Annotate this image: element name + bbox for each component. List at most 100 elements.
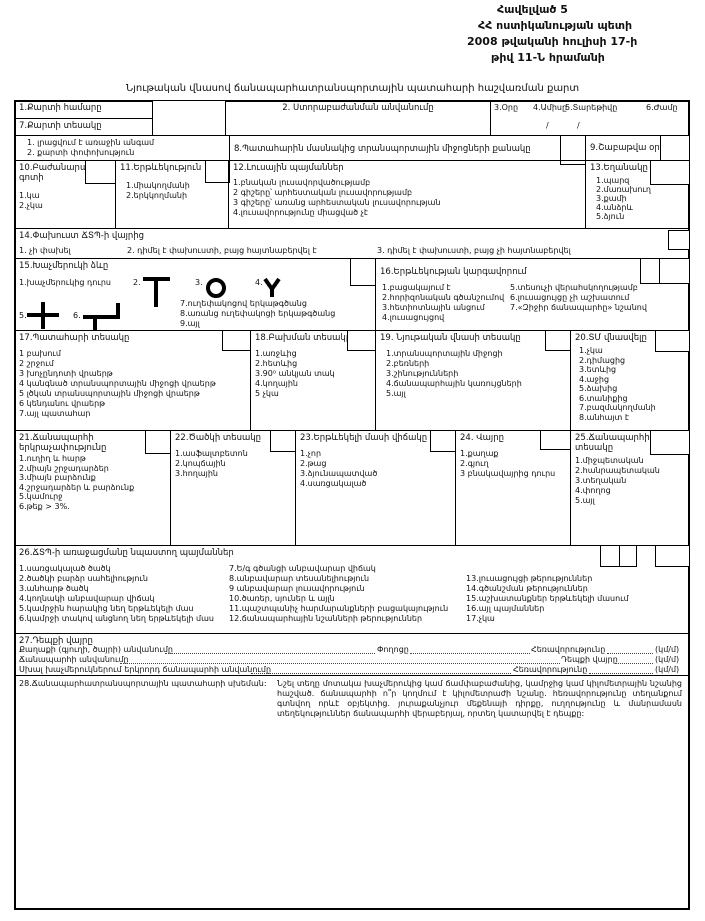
damage-type-input[interactable]	[545, 330, 571, 351]
option-item: 5.տեսուչի վերահսկողությամբ	[510, 283, 638, 292]
date-separator: /	[577, 121, 580, 130]
conditions-input-3[interactable]	[655, 545, 690, 567]
field-8-vehicle-count: 8.Պատահարին մասնակից տրանսպորտային միջոց…	[229, 135, 561, 161]
intersection-input[interactable]	[350, 258, 376, 286]
road-type-input[interactable]	[650, 430, 690, 455]
option-item: 7.այլ պատահար	[19, 409, 91, 418]
distance-input[interactable]	[607, 653, 653, 654]
option-item: 5.այլ	[386, 389, 406, 398]
city-input[interactable]	[165, 653, 375, 654]
field-19-damage-type: 19. Նյութական վնասի տեսակը 1.տրանսպորտայի…	[375, 330, 571, 431]
t-intersection-icon	[143, 277, 170, 307]
field-label: 9.Շաբաթվա օրը	[590, 143, 666, 153]
field-1-card-number: 1.Քարտի համարը	[14, 100, 153, 119]
weekday-input[interactable]	[660, 135, 690, 161]
option: 1. չի փախել	[19, 246, 71, 255]
escape-input[interactable]	[668, 230, 690, 250]
option-item: 1.առջևից	[255, 349, 297, 358]
street-input[interactable]	[410, 653, 530, 654]
option-item: 6.լուսացույցը չի աշխատում	[510, 293, 630, 302]
option-item: 2.կոպճային	[175, 459, 226, 468]
option-list: 1.ուղիղ և հարթ 2.միայն շրջադարձեր 3.միայն …	[19, 454, 166, 511]
option-item: 2.թաց	[300, 459, 327, 468]
option-item: 4.լուսավորությունը միացված չէ	[233, 208, 369, 217]
option-list: 1.տրանսպորտային միջոցի 2.բեռների 3.շինությ…	[380, 349, 566, 399]
option-list: 1.պարզ 2.մառախուղ 3.քամի 4.անձրև 5.ձյուն	[590, 176, 685, 221]
option-item: 11.պաշտպանիչ հարմարանքների բացակայությու…	[229, 604, 449, 613]
field-label: 10.Բաժանարար գոտի	[19, 163, 94, 183]
weather-input[interactable]	[650, 160, 690, 185]
intersection-shapes-icon	[27, 277, 281, 330]
surface-type-input[interactable]	[270, 430, 296, 452]
field-2-unit-name[interactable]: 2. Ստորաբաժանման անվանումը	[225, 100, 491, 136]
distance-label: Հեռավորությունը	[531, 645, 606, 654]
option-item: 4.աջից	[579, 374, 610, 384]
road-input[interactable]	[120, 663, 560, 664]
day-label: 3.Օրը	[494, 103, 519, 112]
field-28-accident-scheme[interactable]: 28.Ճանապարհատրանսպորտային պատահարի սխեմա…	[14, 675, 690, 910]
option-list: 1.բացակայում է 2.հորիզոնական գծանշումով 3.…	[382, 283, 504, 323]
option: 5.	[19, 311, 27, 320]
year-label: 5.Տարեթիվը	[565, 103, 618, 112]
field-7-card-type: 7.Քարտի տեսակը	[14, 118, 153, 136]
option-item: 8.անբավարար տեսանելիություն	[229, 574, 370, 583]
field-label: 2. Ստորաբաժանման անվանումը	[282, 103, 434, 113]
option-item: 2 շրջում	[19, 359, 54, 368]
option-item: 4.կողնակի անբավարար վիճակ	[19, 594, 155, 603]
option-item: 3.միայն բարձունք	[19, 473, 96, 482]
field-17-accident-type: 17.Պատահարի տեսակը 1 բախում 2 շրջում 3 խոչը…	[14, 330, 251, 431]
option-item: 3 գիշերը՝ առանց արհեստական լուսավորությա…	[233, 198, 441, 207]
conditions-input-2[interactable]	[619, 545, 637, 567]
option-item: 5 լծկան տրանսպորտային միջոցի վրաերթ	[19, 389, 200, 398]
option-list: 1. լրացվում է առաջին անգամ 2. քարտի փոփոխ…	[27, 138, 225, 158]
option-item: 4.անձրև	[596, 203, 633, 212]
conditions-input-1[interactable]	[600, 545, 620, 567]
collision-type-input[interactable]	[347, 330, 376, 351]
distance-label: Հեռավորությունը	[513, 665, 588, 674]
option-item: 2.հետևից	[255, 359, 298, 368]
divider-input[interactable]	[85, 160, 116, 184]
date-time-fields[interactable]: 3.Օրը 4.Ամիսը 5.Տարեթիվը 6.Ժամը / /	[490, 100, 690, 136]
option-item: 1.քաղաք	[460, 449, 499, 458]
option-item: 7.«Զիջիր ճանապարհը» նշանով	[510, 303, 647, 312]
road-condition-input[interactable]	[430, 430, 456, 452]
option-item: 3.ետևից	[579, 365, 617, 374]
unit-label: (կմ/մ)	[655, 665, 680, 674]
option-item: 1.բացակայում է	[382, 283, 451, 292]
option-list: 5.տեսուչի վերահսկողությամբ 6.լուսացույցը …	[510, 283, 647, 313]
second-road-label: Սխալ խաչմերուկներում երկրորդ ճանապարհի ա…	[19, 665, 272, 674]
location-input[interactable]	[540, 430, 571, 450]
vehicle-damage-input[interactable]	[655, 330, 690, 352]
field-20-vehicle-damage: 20.ՏՄ վնասվելը 1.չկա 2.դիմացից 3.ետևից 4.աջի…	[570, 330, 690, 431]
option: 2. դիմել է փախուստի, բայց հայտնաբերվել է	[127, 246, 317, 255]
option-item: 1.միակողմանի	[126, 181, 190, 190]
street-label: Փողոցը	[377, 645, 409, 654]
field-label: 13.Եղանակը	[590, 163, 648, 173]
option-item: 3.90⁰ անկյան տակ	[255, 369, 335, 378]
field-label: 21.Ճանապարհի երկրաչափությունը	[19, 433, 107, 453]
option-item: 1.տրանսպորտային միջոցի	[386, 349, 503, 358]
option-item: 8.առանց ուղեփակոցի երկաթգծանց	[180, 309, 336, 318]
option-item: 4.կողային	[255, 379, 298, 388]
option-item: 17.չկա	[466, 614, 495, 623]
option-item: 1.պարզ	[596, 176, 630, 185]
field-label: 20.ՏՄ վնասվելը	[575, 333, 647, 343]
field-12-lighting: 12.Լուսային պայմաններ 1.բնական լուսավորվա…	[228, 160, 586, 229]
option-item: 6.կամրջի տակով անցնող նեղ երթևեկելի մաս	[19, 614, 214, 623]
field-label: 18.Բախման տեսակը	[255, 333, 352, 343]
card-number-input[interactable]	[152, 100, 226, 136]
second-road-input[interactable]	[251, 673, 511, 674]
road-geometry-input[interactable]	[145, 430, 171, 454]
field-label: 15.Խաչմերուկի ձևը	[19, 261, 109, 271]
regulation-input[interactable]	[640, 258, 660, 284]
option: 2.	[133, 278, 141, 287]
header-line: թիվ 11-Ն հրամանի	[491, 51, 605, 64]
regulation-input-2[interactable]	[659, 258, 690, 284]
place-input[interactable]	[615, 663, 653, 664]
date-separator: /	[546, 121, 549, 130]
traffic-input[interactable]	[205, 160, 230, 183]
field-21-road-geometry: 21.Ճանապարհի երկրաչափությունը 1.ուղիղ և հ…	[14, 430, 171, 546]
option-list: 1.բնական լուսավորվածությամբ 2 գիշերը՝ արհ…	[233, 178, 581, 218]
accident-type-input[interactable]	[222, 330, 251, 351]
distance-input-2[interactable]	[589, 673, 653, 674]
